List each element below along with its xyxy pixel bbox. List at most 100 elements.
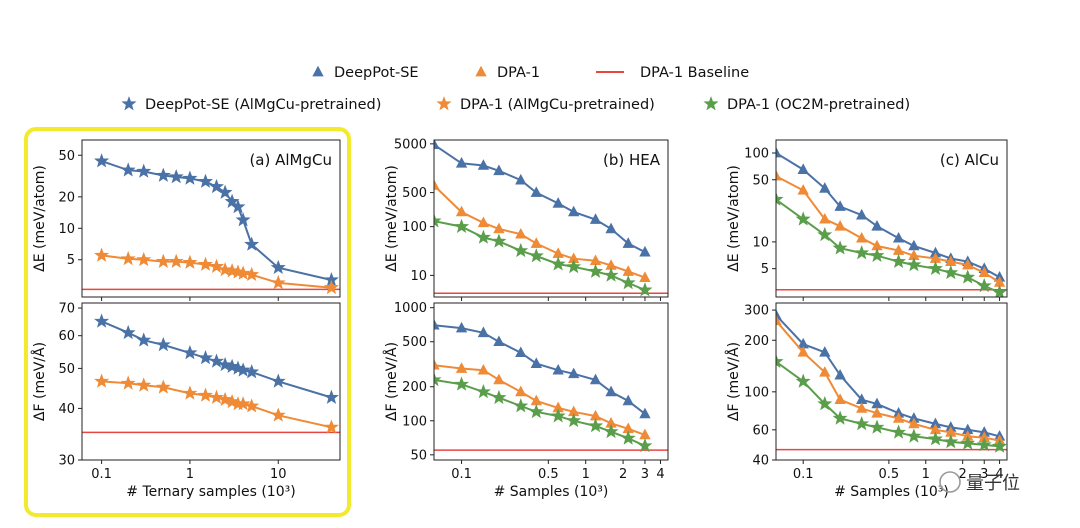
- data-point-star: [235, 362, 251, 377]
- data-point-star: [776, 191, 784, 206]
- data-point-triangle: [892, 412, 905, 423]
- data-point-star: [155, 167, 171, 182]
- data-point-triangle: [515, 346, 527, 358]
- data-point-triangle: [477, 216, 490, 228]
- data-point-triangle: [776, 169, 782, 181]
- data-point-star: [566, 412, 582, 428]
- data-point-star: [270, 373, 286, 388]
- y-tick-label: 1000: [394, 301, 427, 316]
- x-tick-label: 1: [922, 467, 930, 482]
- data-point-triangle: [552, 197, 564, 208]
- series-0: [94, 153, 339, 287]
- data-point-triangle: [639, 245, 651, 257]
- series-0: [94, 313, 339, 404]
- plot-frame: [81, 302, 341, 461]
- legend-label: DPA-1 (OC2M-pretrained): [727, 97, 910, 113]
- data-point-star: [976, 278, 992, 293]
- y-tick-label: 40: [752, 454, 769, 469]
- data-point-star: [992, 438, 1007, 453]
- data-point-triangle: [530, 357, 542, 368]
- x-tick-label: 1: [582, 467, 590, 482]
- y-tick-label: 60: [58, 329, 75, 344]
- data-point-star: [891, 253, 907, 268]
- y-tick-label: 10: [752, 235, 769, 250]
- legend-label: DPA-1: [497, 65, 540, 81]
- data-point-star: [513, 242, 529, 258]
- data-point-star: [209, 389, 225, 404]
- y-tick-label: 10: [410, 269, 427, 284]
- data-point-star: [235, 396, 251, 411]
- data-point-star: [891, 424, 907, 439]
- series-1: [434, 179, 651, 282]
- data-point-star: [182, 385, 198, 400]
- data-point-star: [588, 418, 604, 433]
- data-point-triangle: [871, 220, 883, 231]
- legend-item: DPA-1 (OC2M-pretrained): [703, 96, 910, 113]
- data-point-star: [434, 213, 442, 228]
- y-tick-label: 100: [402, 414, 427, 429]
- y-tick-label: 5000: [394, 137, 427, 152]
- x-tick-label: 4: [995, 467, 1003, 482]
- legend-item: DPA-1 (AlMgCu-pretrained): [436, 96, 655, 113]
- y-tick-label: 40: [58, 402, 75, 417]
- data-point-triangle: [434, 318, 440, 330]
- data-point-triangle: [856, 402, 868, 413]
- series-line: [101, 380, 332, 429]
- legend: DeepPot-SE DPA-1 DPA-1 Baseline DeepPot-SE …: [121, 65, 910, 113]
- data-point-triangle: [568, 205, 580, 217]
- data-point-star: [566, 258, 582, 274]
- y-tick-label: 500: [402, 335, 427, 350]
- y-tick-label: 100: [402, 220, 427, 235]
- data-point-star: [155, 379, 171, 394]
- data-point-star: [869, 247, 885, 262]
- data-point-star: [209, 178, 225, 194]
- data-point-star: [637, 438, 653, 453]
- data-point-triangle: [962, 258, 974, 270]
- data-point-triangle: [834, 220, 846, 231]
- legend-label: DPA-1 (AlMgCu-pretrained): [460, 97, 655, 113]
- data-point-star: [94, 247, 110, 262]
- data-point-triangle: [568, 367, 580, 379]
- data-point-star: [270, 275, 286, 290]
- data-point-triangle: [819, 212, 831, 224]
- panel-energy-2: 10 100 500 5000 ΔE (meV/atom) (b) HEA: [384, 137, 669, 301]
- data-point-star: [197, 387, 213, 402]
- watermark-logo-icon: [939, 471, 961, 493]
- data-point-triangle: [455, 321, 468, 333]
- data-point-star: [197, 173, 213, 188]
- data-point-star: [854, 245, 870, 260]
- series-2: [776, 191, 1007, 297]
- series-1: [434, 358, 651, 440]
- data-point-star: [992, 284, 1007, 297]
- legend-item: DPA-1 Baseline: [596, 65, 749, 81]
- data-point-triangle: [978, 266, 990, 278]
- data-point-triangle: [639, 271, 651, 282]
- y-tick-label: 5: [67, 253, 75, 268]
- data-point-triangle: [434, 140, 440, 150]
- data-point-star: [323, 279, 339, 295]
- x-tick-label: 0.1: [793, 467, 814, 482]
- y-tick-label: 100: [744, 146, 769, 161]
- plot-frame: [433, 302, 669, 461]
- data-point-triangle: [834, 200, 846, 211]
- data-point-triangle: [589, 373, 602, 385]
- panel-title: (c) AlCu: [940, 151, 999, 169]
- data-point-triangle: [477, 159, 490, 170]
- y-tick-label: 5: [761, 262, 769, 277]
- data-point-star: [832, 240, 848, 255]
- x-axis-label: # Ternary samples (10³): [126, 484, 295, 500]
- data-point-star: [550, 408, 566, 423]
- legend-label: DeepPot-SE (AlMgCu-pretrained): [145, 97, 381, 113]
- data-point-star: [136, 377, 152, 392]
- data-point-star: [491, 389, 507, 405]
- data-point-triangle: [834, 368, 846, 380]
- data-point-star: [776, 353, 784, 368]
- data-point-triangle: [834, 393, 846, 404]
- data-point-star: [475, 384, 491, 399]
- data-point-star: [869, 419, 885, 434]
- data-point-star: [182, 170, 198, 185]
- data-point-star: [94, 313, 110, 328]
- data-point-star: [434, 372, 442, 387]
- y-tick-label: 100: [744, 385, 769, 400]
- data-point-star: [620, 275, 636, 290]
